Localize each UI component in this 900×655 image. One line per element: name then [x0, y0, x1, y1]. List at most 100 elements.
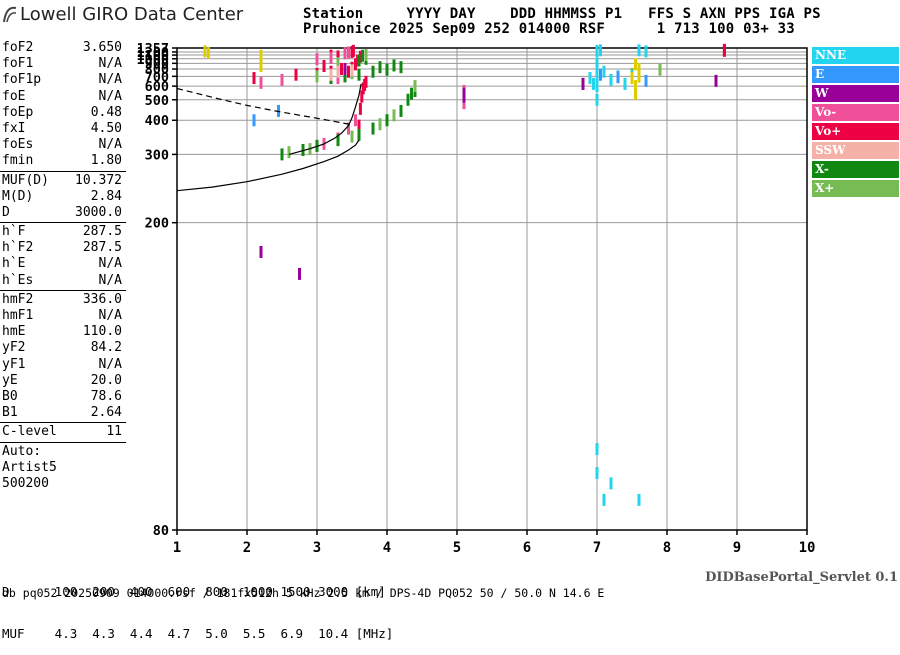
x-tick-label: 10	[799, 540, 816, 556]
parameter-value: 1.80	[90, 153, 122, 169]
data-point-vo	[329, 51, 333, 64]
parameter-name: hmE	[2, 324, 26, 340]
data-point-x	[357, 54, 361, 67]
parameter-value: 336.0	[82, 291, 122, 307]
parameter-value: N/A	[98, 356, 122, 372]
legend-item-w[interactable]: W	[812, 85, 899, 102]
data-point-vo	[722, 43, 726, 56]
data-point-nne	[595, 70, 599, 83]
data-point-x	[336, 134, 340, 147]
parameter-name: foEp	[2, 104, 34, 120]
legend-item-xminus[interactable]: X-	[812, 161, 899, 178]
parameter-value: N/A	[98, 256, 122, 272]
data-point-x	[378, 61, 382, 74]
data-point-ssw	[350, 64, 354, 77]
legend-item-xplus[interactable]: X+	[812, 180, 899, 197]
data-point-x	[378, 118, 382, 131]
data-point-w	[298, 267, 301, 280]
parameter-name: foF1	[2, 56, 34, 72]
chart-axes: 1 2 3 4 5 6 7 8 9 10 80 200 300 400 500600700800900100…	[136, 41, 815, 556]
data-point-vo	[336, 72, 340, 85]
x-tick-label: 9	[733, 540, 741, 556]
scaled-parameters-panel: foF2 3.650 foF1 N/A foF1p N/A foE N/A foEp 0.48 fx…	[0, 40, 126, 492]
data-point-e	[599, 68, 602, 81]
parameter-divider	[0, 289, 126, 291]
data-point-w	[462, 87, 466, 100]
parameter-name: fxI	[2, 120, 26, 136]
footer-info: db pq052 20250909 014000.rsf / 181fx512h…	[2, 586, 605, 600]
data-point-x	[385, 63, 389, 76]
data-point-x	[371, 65, 375, 78]
data-point-yellow	[637, 70, 641, 83]
legend-item-e[interactable]: E	[812, 66, 899, 83]
polarization-legend: NNE E W Vo- Vo+ SSW X- X+	[812, 47, 899, 199]
data-point-e	[252, 114, 256, 127]
data-point-yellow	[637, 63, 641, 76]
auto-scaling-line1: Auto:	[2, 443, 42, 459]
header-columns: Station YYYY DAY DDD HHMMSS P1 FFS S AXN…	[303, 6, 821, 22]
data-point-vo	[351, 44, 355, 57]
data-point-w	[343, 63, 347, 76]
legend-item-vominus[interactable]: Vo-	[812, 104, 899, 121]
x-tick-label: 1	[173, 540, 181, 556]
parameter-row: h`F 287.5	[0, 224, 126, 240]
data-point-x	[392, 109, 396, 122]
logo-text: Lowell GIRO Data Center	[20, 4, 244, 25]
chart-curves	[176, 83, 362, 192]
data-point-x	[413, 80, 417, 93]
parameter-name: fmin	[2, 153, 34, 169]
legend-item-voplus[interactable]: Vo+	[812, 123, 899, 140]
parameter-value: N/A	[98, 56, 122, 72]
parameter-name: h`Es	[2, 272, 34, 288]
data-point-nne	[595, 44, 599, 57]
parameter-value: 2.64	[90, 405, 122, 421]
data-point-vo	[360, 90, 364, 103]
parameter-name: M(D)	[2, 188, 34, 204]
servlet-label: DIDBasePortal_Servlet 0.1	[705, 570, 898, 585]
parameter-value: 110.0	[82, 324, 122, 340]
parameter-row: foEp 0.48	[0, 105, 126, 121]
data-point-x	[364, 49, 368, 62]
y-tick-label: 700	[145, 69, 169, 85]
data-point-vo	[259, 76, 263, 89]
parameter-name: B0	[2, 388, 18, 404]
parameter-divider	[0, 441, 126, 443]
x-tick-label: 3	[313, 540, 321, 556]
parameter-row: fxI 4.50	[0, 121, 126, 137]
data-point-nne	[644, 45, 648, 58]
data-point-vo	[347, 122, 350, 135]
profile-curve	[176, 139, 360, 192]
y-tick-label: 900	[145, 56, 169, 72]
data-point-x	[343, 70, 347, 83]
legend-item-ssw[interactable]: SSW	[812, 142, 899, 159]
data-point-yellow	[203, 45, 207, 58]
data-point-nne	[595, 80, 599, 93]
y-tick-label: 1200	[136, 45, 169, 61]
y-tick-label: 1000	[136, 52, 169, 68]
data-point-vo	[336, 50, 340, 63]
parameter-row: B1 2.64	[0, 405, 126, 421]
parameter-name: foEs	[2, 137, 34, 153]
x-tick-label: 7	[593, 540, 601, 556]
data-point-x	[399, 104, 403, 117]
data-point-vo	[343, 47, 347, 60]
parameter-value: 0.48	[90, 104, 122, 120]
y-tick-label: 400	[145, 113, 169, 129]
data-point-vo	[294, 68, 298, 81]
data-point-yellow	[207, 47, 210, 60]
data-point-x	[658, 63, 662, 76]
parameter-row: foE N/A	[0, 89, 126, 105]
profile-curve	[288, 83, 362, 155]
parameter-row: h`Es N/A	[0, 273, 126, 289]
muf-curve	[176, 87, 353, 126]
parameter-name: yE	[2, 372, 18, 388]
data-point-nne	[588, 72, 592, 85]
legend-item-nne[interactable]: NNE	[812, 47, 899, 64]
parameter-row: foF1p N/A	[0, 72, 126, 88]
parameter-value: 3000.0	[75, 204, 122, 220]
data-point-w	[714, 74, 718, 87]
parameter-name: h`F	[2, 224, 26, 240]
parameter-divider	[0, 170, 126, 172]
ionogram-logo-icon	[2, 4, 18, 28]
data-point-vo	[364, 75, 368, 88]
